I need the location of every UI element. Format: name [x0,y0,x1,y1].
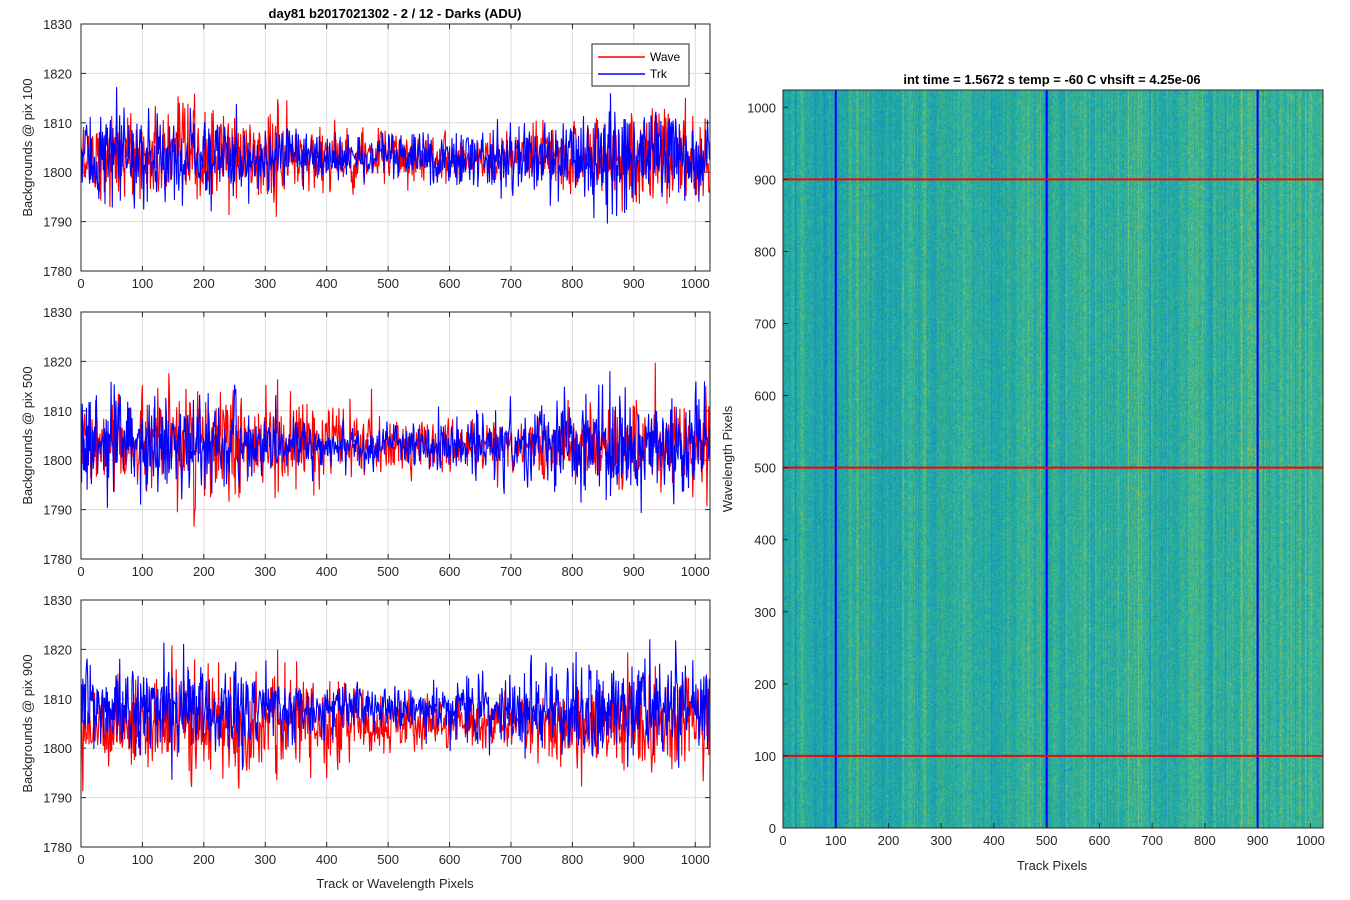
y-tick-label: 1000 [747,100,776,115]
series-line-trk [80,639,710,780]
y-tick-label: 1810 [43,404,72,419]
x-tick-label: 300 [254,564,276,579]
legend-entry: Wave [650,50,681,64]
legend: Wave Trk [591,43,690,87]
y-axis-label: Backgrounds @ pix 900 [20,654,35,792]
heatmap-plot: 0 100 200 300 400 500 600 700 800 900 1000 0 100 200 3… [747,89,1325,848]
axes-box [80,23,711,272]
y-axis-label: Backgrounds @ pix 500 [20,366,35,504]
x-tick-label: 900 [623,564,645,579]
x-tick-label: 500 [1036,833,1058,848]
x-tick-label: 900 [623,852,645,867]
x-tick-label: 1000 [681,852,710,867]
x-tick-label: 400 [316,276,338,291]
x-tick-label: 800 [562,276,584,291]
x-tick-label: 100 [132,852,154,867]
y-tick-label: 1800 [43,741,72,756]
x-tick-label: 700 [500,564,522,579]
x-axis-label-heatmap: Track Pixels [1017,858,1088,873]
x-tick-label: 300 [254,276,276,291]
x-tick-label: 900 [1247,833,1269,848]
axes-box [782,89,1324,829]
x-tick-label: 200 [193,564,215,579]
y-tick-label: 1820 [43,66,72,81]
x-tick-label: 300 [930,833,952,848]
y-tick-label: 1800 [43,453,72,468]
x-tick-label: 100 [132,564,154,579]
y-tick-label: 0 [769,821,776,836]
axes-box [80,311,711,560]
x-tick-label: 600 [439,852,461,867]
x-tick-label: 800 [562,564,584,579]
x-tick-label: 500 [377,276,399,291]
x-tick-label: 100 [132,276,154,291]
x-tick-label: 0 [77,276,84,291]
x-tick-label: 600 [1089,833,1111,848]
x-tick-label: 1000 [681,276,710,291]
y-tick-label: 100 [754,749,776,764]
x-tick-label: 100 [825,833,847,848]
x-tick-label: 600 [439,276,461,291]
y-tick-label: 1790 [43,215,72,230]
y-tick-label: 1820 [43,354,72,369]
y-tick-label: 1830 [43,593,72,608]
y-tick-label: 1820 [43,642,72,657]
y-tick-label: 1810 [43,116,72,131]
axes-box [80,599,711,848]
y-tick-label: 300 [754,605,776,620]
y-tick-label: 1830 [43,17,72,32]
y-axis-label: Backgrounds @ pix 100 [20,78,35,216]
x-tick-label: 900 [623,276,645,291]
y-tick-label: 1790 [43,791,72,806]
x-tick-label: 400 [316,564,338,579]
x-tick-label: 800 [562,852,584,867]
x-axis-label-lines: Track or Wavelength Pixels [316,876,474,891]
figure-title: day81 b2017021302 - 2 / 12 - Darks (ADU) [269,6,522,21]
y-tick-label: 400 [754,533,776,548]
y-tick-label: 500 [754,461,776,476]
y-tick-label: 1810 [43,692,72,707]
legend-entry: Trk [650,67,668,81]
series-line-wave [80,362,710,527]
y-tick-label: 600 [754,389,776,404]
x-tick-label: 0 [77,564,84,579]
series-line-trk [80,371,710,514]
line-plot-pix-900: 0 100 200 300 400 500 600 700 800 900 1000 1780 1790… [20,593,711,867]
heatmap-title: int time = 1.5672 s temp = -60 C vhsift … [903,72,1200,87]
y-tick-label: 1780 [43,552,72,567]
y-tick-label: 700 [754,317,776,332]
x-tick-label: 300 [254,852,276,867]
y-tick-label: 800 [754,244,776,259]
x-tick-label: 400 [983,833,1005,848]
line-plot-pix-100: 0 100 200 300 400 500 600 700 800 900 1000 1780 1790… [20,17,711,291]
x-tick-label: 400 [316,852,338,867]
x-tick-label: 0 [779,833,786,848]
x-tick-label: 800 [1194,833,1216,848]
x-tick-label: 500 [377,852,399,867]
y-tick-label: 900 [754,172,776,187]
y-tick-label: 1780 [43,264,72,279]
y-tick-label: 1790 [43,503,72,518]
y-tick-label: 1780 [43,840,72,855]
x-tick-label: 700 [500,276,522,291]
heatmap-image [783,90,1323,828]
x-tick-label: 700 [1141,833,1163,848]
series-line-trk [80,87,710,224]
y-tick-label: 200 [754,677,776,692]
x-tick-label: 1000 [681,564,710,579]
x-tick-label: 200 [193,276,215,291]
x-tick-label: 600 [439,564,461,579]
x-tick-label: 200 [193,852,215,867]
y-tick-label: 1800 [43,165,72,180]
y-axis-label-heatmap: Wavelength Pixels [720,405,735,512]
line-plot-pix-500: 0 100 200 300 400 500 600 700 800 900 1000 1780 1790… [20,305,711,579]
x-tick-label: 0 [77,852,84,867]
x-tick-label: 1000 [1296,833,1325,848]
y-tick-label: 1830 [43,305,72,320]
x-tick-label: 500 [377,564,399,579]
x-tick-label: 200 [878,833,900,848]
x-tick-label: 700 [500,852,522,867]
